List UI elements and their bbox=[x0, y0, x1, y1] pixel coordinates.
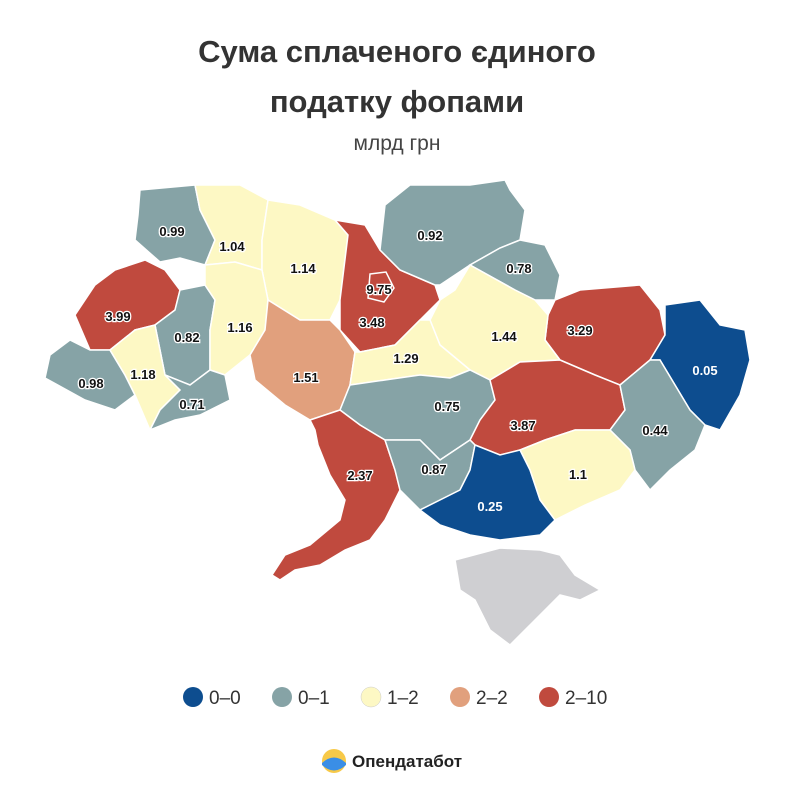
value-label: 1.04 bbox=[219, 239, 245, 254]
value-label: 0.44 bbox=[642, 423, 668, 438]
title-line-2: податку фопами bbox=[270, 84, 524, 119]
legend-swatch bbox=[360, 686, 382, 708]
region bbox=[367, 271, 395, 303]
legend-swatch bbox=[450, 687, 470, 707]
legend-swatch bbox=[272, 687, 292, 707]
title-line-1: Сума сплаченого єдиного bbox=[198, 34, 596, 69]
region bbox=[418, 443, 556, 541]
crimea bbox=[454, 547, 602, 646]
value-label: 0.25 bbox=[477, 499, 502, 514]
value-label: 0.99 bbox=[159, 224, 184, 239]
region bbox=[379, 179, 526, 286]
value-label: 1.29 bbox=[393, 351, 418, 366]
value-label: 0.82 bbox=[174, 330, 199, 345]
value-labels: 0.99 1.04 1.14 9.75 3.48 0.92 0.78 3.29 0.05 1.44… bbox=[77, 223, 719, 516]
value-label: 1.16 bbox=[227, 320, 252, 335]
legend-label: 1–2 bbox=[387, 688, 419, 709]
logo-wave bbox=[322, 757, 346, 771]
value-label: 0.87 bbox=[421, 462, 446, 477]
brand-name: Опендатабот bbox=[352, 752, 462, 771]
legend-swatch bbox=[183, 687, 203, 707]
regions bbox=[44, 179, 751, 581]
legend-label: 2–2 bbox=[476, 688, 508, 709]
value-label: 1.51 bbox=[293, 370, 318, 385]
value-label: 2.37 bbox=[347, 468, 372, 483]
value-label: 0.78 bbox=[506, 261, 531, 276]
legend-label: 2–10 bbox=[565, 688, 607, 709]
region bbox=[204, 261, 269, 376]
legend-label: 0–1 bbox=[298, 688, 330, 709]
subtitle: млрд грн bbox=[354, 132, 441, 155]
value-label: 1.18 bbox=[130, 367, 155, 382]
value-label: 0.75 bbox=[434, 399, 459, 414]
region bbox=[148, 369, 231, 432]
value-label: 1.44 bbox=[491, 329, 517, 344]
value-label: 1.14 bbox=[290, 261, 316, 276]
value-label: 3.48 bbox=[359, 315, 384, 330]
value-label: 0.05 bbox=[692, 363, 717, 378]
value-label: 1.1 bbox=[569, 467, 587, 482]
value-label: 3.29 bbox=[567, 323, 592, 338]
value-label: 9.75 bbox=[366, 282, 391, 297]
value-label: 3.87 bbox=[510, 418, 535, 433]
legend-swatch bbox=[539, 687, 559, 707]
value-label: 3.99 bbox=[105, 309, 130, 324]
value-label: 0.98 bbox=[78, 376, 103, 391]
value-label: 0.71 bbox=[179, 397, 204, 412]
legend: 0–0 0–1 1–2 2–2 2–10 bbox=[183, 686, 607, 709]
value-label: 0.92 bbox=[417, 228, 442, 243]
legend-label: 0–0 bbox=[209, 688, 241, 709]
brand-logo: Опендатабот bbox=[322, 749, 462, 773]
